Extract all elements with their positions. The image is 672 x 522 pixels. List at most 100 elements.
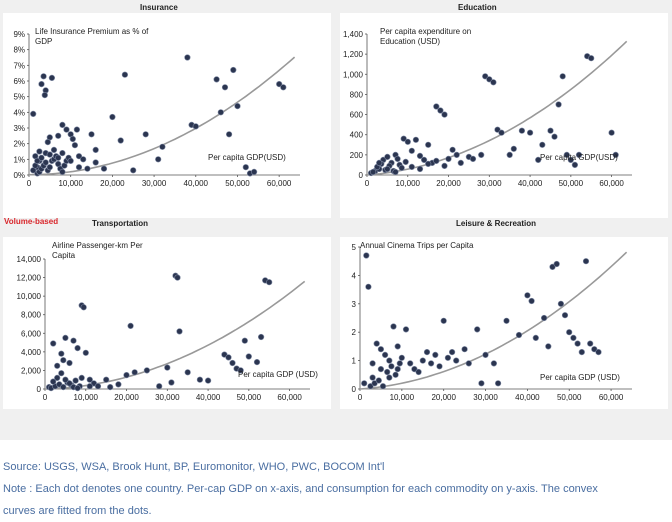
data-point — [221, 84, 229, 91]
data-point — [50, 340, 57, 347]
data-point — [453, 357, 460, 364]
y-tick-label: 5% — [13, 93, 25, 102]
data-point — [205, 377, 212, 384]
y-axis-label-line: Per capita expenditure on — [380, 27, 471, 36]
data-point — [549, 263, 556, 271]
data-point — [369, 360, 376, 367]
data-point — [408, 163, 415, 170]
data-point — [245, 353, 252, 360]
data-point — [41, 91, 48, 99]
data-point — [59, 150, 66, 157]
x-tick-label: 10,000 — [390, 393, 415, 402]
data-point — [217, 109, 224, 116]
data-point — [377, 346, 385, 353]
data-point — [518, 127, 526, 134]
y-axis-label-line: GDP — [35, 37, 52, 46]
data-point — [230, 66, 237, 74]
data-point — [159, 143, 166, 150]
panel-title: Education — [458, 3, 497, 12]
y-tick-label: 0% — [13, 171, 25, 180]
data-point — [143, 367, 150, 374]
data-point — [428, 360, 435, 367]
data-point — [575, 151, 583, 158]
data-point — [394, 366, 401, 373]
data-point — [164, 364, 171, 371]
y-tick-label: 3% — [13, 124, 25, 133]
data-point — [44, 139, 51, 146]
volume-based-label: Volume-based — [4, 217, 58, 226]
y-tick-label: 7% — [13, 61, 25, 70]
data-point — [196, 376, 203, 383]
data-point — [121, 71, 128, 78]
data-point — [444, 354, 452, 361]
data-point — [571, 161, 579, 168]
footer-notes: Source: USGS, WSA, Brook Hunt, BP, Eurom… — [3, 456, 667, 522]
y-tick-label: 4,000 — [21, 348, 42, 357]
y-tick-label: 2 — [352, 328, 357, 337]
note-text-line1: Note : Each dot denotes one country. Per… — [3, 483, 598, 495]
y-tick-label: 4% — [13, 108, 25, 117]
y-axis-label-line: Education (USD) — [380, 37, 440, 46]
data-point — [174, 274, 181, 281]
data-point — [103, 376, 110, 383]
x-axis-label: Per capita GDP (USD) — [238, 370, 318, 379]
chart-panel-0: Insurance 0% 1% 2% 3% 4% 5% 6% 7% 8% 9% 0 10,000 20,0… — [3, 3, 331, 218]
data-point — [117, 137, 124, 144]
data-point — [376, 159, 383, 166]
data-point — [50, 378, 57, 385]
x-tick-label: 40,000 — [184, 179, 209, 188]
data-point — [58, 370, 65, 377]
data-point — [404, 138, 411, 145]
data-point — [570, 334, 577, 342]
data-point — [555, 101, 562, 108]
data-point — [545, 343, 552, 350]
y-tick-label: 12,000 — [17, 274, 42, 283]
data-point — [384, 368, 391, 376]
data-point — [390, 323, 397, 330]
x-tick-label: 0 — [358, 393, 363, 402]
data-point — [441, 111, 448, 118]
data-point — [421, 156, 428, 163]
data-point — [38, 154, 45, 161]
y-tick-label: 1,400 — [343, 30, 364, 39]
data-point — [563, 151, 570, 158]
x-axis-label: Per capita GDP(USD) — [208, 153, 286, 162]
data-point — [465, 360, 472, 367]
data-point — [92, 159, 99, 166]
data-point — [540, 314, 548, 322]
x-tick-label: 50,000 — [557, 393, 582, 402]
data-point — [46, 164, 53, 171]
data-point — [400, 135, 407, 142]
panel-background — [340, 237, 668, 409]
y-tick-label: 9% — [13, 30, 25, 39]
data-point — [184, 369, 191, 376]
data-point — [60, 357, 67, 364]
data-point — [30, 110, 37, 117]
charts-svg: Insurance 0% 1% 2% 3% 4% 5% 6% 7% 8% 9% 0 10,000 20,0… — [3, 3, 668, 409]
data-point — [437, 107, 444, 114]
panel-background — [340, 13, 668, 218]
data-point — [60, 384, 67, 391]
panel-title: Transportation — [92, 219, 148, 228]
trend-curve — [359, 251, 628, 390]
data-point — [142, 131, 149, 138]
y-axis-label-line: Annual Cinema Trips per Capita — [360, 241, 474, 250]
data-point — [84, 165, 91, 172]
y-tick-label: 1% — [13, 155, 25, 164]
data-point — [407, 360, 414, 367]
chart-panel-1: Education 0 200 400 600 800 1,000 1,200 1,400 0 10… — [340, 3, 668, 218]
data-point — [266, 279, 273, 286]
data-point — [449, 146, 456, 153]
x-tick-label: 20,000 — [114, 393, 139, 402]
data-point — [528, 297, 535, 305]
data-point — [62, 376, 69, 383]
y-tick-label: 3 — [352, 300, 357, 309]
y-tick-label: 800 — [350, 90, 364, 99]
data-point — [73, 126, 80, 133]
data-point — [419, 357, 426, 364]
data-point — [34, 157, 41, 164]
data-point — [402, 326, 410, 333]
x-tick-label: 10,000 — [58, 179, 83, 188]
data-point — [86, 376, 93, 383]
x-tick-label: 0 — [365, 179, 370, 188]
